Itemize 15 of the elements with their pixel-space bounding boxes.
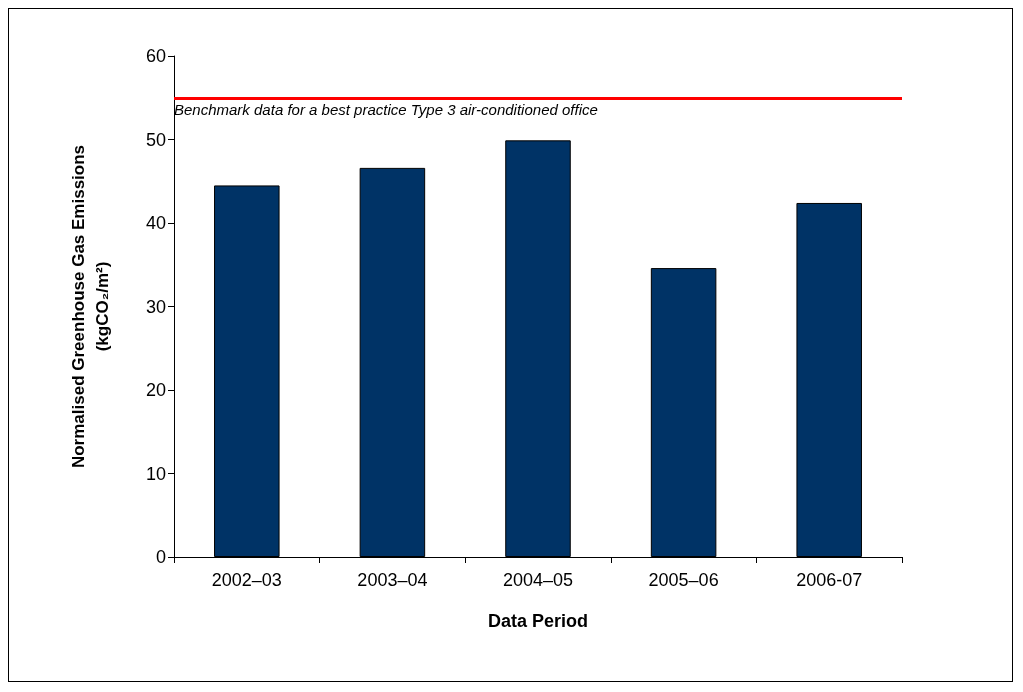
x-axis-title: Data Period (487, 611, 589, 631)
y-tick-label: 60 (145, 46, 166, 66)
y-tick-label: 0 (155, 547, 166, 567)
x-tick-label: 2005–06 (648, 570, 719, 590)
y-axis-title: Normalised Greenhouse Gas Emissions (kgCO₂/m²) (68, 144, 112, 469)
y-tick-label: 20 (145, 380, 166, 400)
x-tick-label: 2006-07 (796, 570, 863, 590)
y-tick-label: 30 (145, 296, 166, 317)
y-tick-label: 50 (145, 129, 166, 150)
x-tick-label: 2003–04 (357, 570, 428, 590)
y-tick-label: 10 (145, 463, 166, 484)
ref-line-label: Benchmark data for a best practice Type 3 air-conditioned office (174, 100, 598, 118)
y-tick-label: 40 (145, 213, 166, 233)
x-tick-label: 2002–03 (211, 570, 282, 590)
x-tick-label: 2004–05 (502, 570, 574, 590)
